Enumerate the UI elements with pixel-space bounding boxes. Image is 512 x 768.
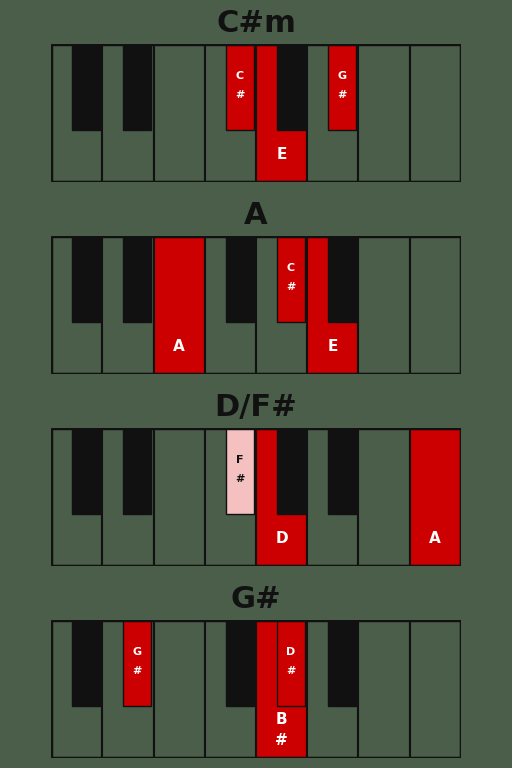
Bar [358, 45, 410, 183]
Bar [256, 237, 307, 375]
Bar [410, 45, 461, 183]
Bar [307, 429, 358, 567]
Text: #: # [337, 90, 347, 100]
Bar [225, 429, 254, 514]
Bar [102, 621, 154, 759]
Bar [72, 621, 100, 706]
Bar [276, 237, 305, 322]
Bar [328, 237, 356, 322]
Text: #: # [235, 474, 244, 484]
Text: E: E [328, 339, 338, 354]
Bar [51, 621, 102, 759]
Bar [276, 45, 305, 130]
Bar [51, 429, 102, 567]
Bar [123, 45, 152, 130]
Text: D: D [275, 531, 288, 546]
Bar [307, 621, 358, 759]
Text: #: # [133, 666, 142, 676]
Bar [307, 45, 358, 183]
Bar [205, 621, 256, 759]
Bar [276, 429, 305, 514]
Text: B: B [276, 712, 287, 727]
Text: D/F#: D/F# [215, 392, 297, 422]
Bar [225, 621, 254, 706]
Text: #: # [286, 282, 295, 292]
Text: F: F [236, 455, 243, 465]
Bar [205, 237, 256, 375]
Bar [307, 237, 358, 375]
Bar [358, 237, 410, 375]
Bar [72, 429, 100, 514]
Bar [51, 237, 102, 375]
Text: A: A [430, 531, 441, 546]
Bar [123, 621, 152, 706]
Bar [256, 45, 307, 183]
Bar [256, 621, 307, 759]
Bar [154, 429, 205, 567]
Bar [225, 45, 254, 130]
Text: C: C [287, 263, 295, 273]
Bar [123, 237, 152, 322]
Bar [72, 237, 100, 322]
Text: #: # [235, 90, 244, 100]
Text: D: D [286, 647, 295, 657]
Text: A: A [244, 200, 268, 230]
Text: G: G [133, 647, 142, 657]
Bar [358, 621, 410, 759]
Text: C: C [236, 71, 244, 81]
Bar [276, 621, 305, 706]
Bar [51, 45, 102, 183]
Bar [410, 237, 461, 375]
Text: C#m: C#m [216, 8, 296, 38]
Bar [410, 429, 461, 567]
Bar [328, 429, 356, 514]
Bar [102, 429, 154, 567]
Bar [225, 237, 254, 322]
Text: E: E [276, 147, 287, 162]
Bar [328, 45, 356, 130]
Text: A: A [174, 339, 185, 354]
Bar [72, 45, 100, 130]
Bar [328, 621, 356, 706]
Bar [358, 429, 410, 567]
Text: #: # [286, 666, 295, 676]
Bar [154, 621, 205, 759]
Text: G#: G# [230, 584, 282, 614]
Bar [102, 45, 154, 183]
Text: G: G [337, 71, 347, 81]
Bar [205, 429, 256, 567]
Bar [102, 237, 154, 375]
Bar [410, 621, 461, 759]
Bar [154, 237, 205, 375]
Bar [256, 429, 307, 567]
Bar [154, 45, 205, 183]
Text: #: # [275, 733, 288, 748]
Bar [123, 429, 152, 514]
Bar [205, 45, 256, 183]
